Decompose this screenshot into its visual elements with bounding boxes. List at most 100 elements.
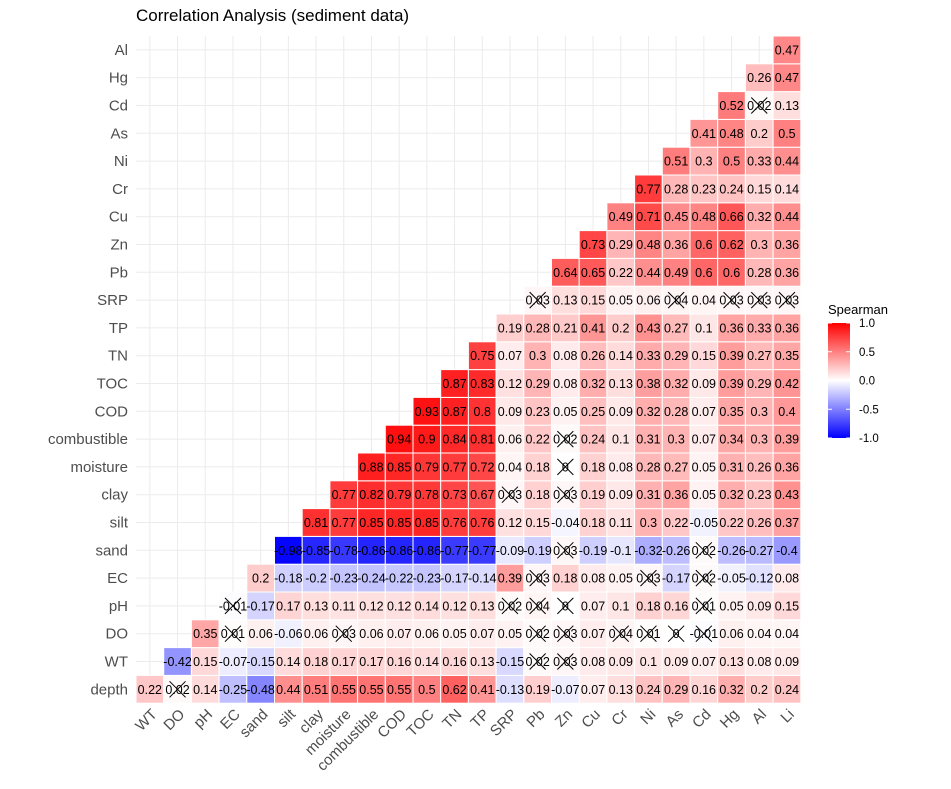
cell-value-label: 0.32 xyxy=(636,405,660,419)
cell-value-label: 0.26 xyxy=(747,71,771,85)
heatmap-cell xyxy=(661,341,691,371)
cell-value-label: 0.23 xyxy=(747,488,771,502)
x-tick-label: Zn xyxy=(552,706,576,730)
heatmap-cell xyxy=(523,369,552,398)
cell-value-label: 0.07 xyxy=(692,655,716,669)
heatmap-cell xyxy=(689,146,719,176)
cell-value-label: 0.5 xyxy=(418,683,435,697)
cell-value-label: 0.12 xyxy=(442,599,466,613)
cell-value-label: -0.19 xyxy=(579,544,608,558)
insignificant-cross-mark xyxy=(529,569,547,587)
cell-value-label: 0.77 xyxy=(636,182,660,196)
cell-value-label: 0.31 xyxy=(719,460,743,474)
heatmap-cell xyxy=(246,647,276,676)
cell-value-label: 0.71 xyxy=(636,210,660,224)
cell-value-label: 0.17 xyxy=(276,599,300,613)
cell-value-label: 0.32 xyxy=(719,488,743,502)
heatmap-cell xyxy=(772,257,802,287)
cell-value-label: 0.2 xyxy=(252,572,269,586)
cell-value-label: -0.06 xyxy=(274,627,303,641)
heatmap-cell xyxy=(190,619,220,649)
y-tick-label: silt xyxy=(110,515,129,532)
insignificant-cross-mark xyxy=(667,291,685,309)
heatmap-cell xyxy=(495,341,525,371)
cell-value-label: 0.36 xyxy=(775,266,799,280)
cell-value-label: 0.12 xyxy=(359,599,383,613)
insignificant-cross-mark xyxy=(695,597,713,615)
heatmap-cell xyxy=(606,341,636,371)
cell-value-label: 0.04 xyxy=(498,460,522,474)
cell-value-label: 0.31 xyxy=(636,433,660,447)
cell-value-label: 0.14 xyxy=(415,655,439,669)
cell-value-label: 0.77 xyxy=(332,516,356,530)
cell-value-label: 0.15 xyxy=(581,294,605,308)
heatmap-cell xyxy=(634,591,663,621)
insignificant-cross-mark xyxy=(335,625,353,643)
cell-value-label: 0.36 xyxy=(775,321,799,335)
heatmap-cell xyxy=(523,424,552,454)
y-tick-label: pH xyxy=(109,598,128,615)
insignificant-cross-mark xyxy=(778,291,796,309)
heatmap-cell xyxy=(717,341,746,371)
cell-value-label: 0.12 xyxy=(498,516,522,530)
cell-value-label: 0.51 xyxy=(664,155,688,169)
cell-value-label: 0.6 xyxy=(695,238,712,252)
cell-value-label: 0.34 xyxy=(719,433,743,447)
heatmap-cell xyxy=(689,174,719,204)
heatmap-cell xyxy=(661,396,691,426)
cell-value-label: -0.86 xyxy=(385,544,414,558)
heatmap-cell xyxy=(412,619,442,649)
cell-value-label: 0.64 xyxy=(553,266,577,280)
cell-value-label: -0.05 xyxy=(690,516,719,530)
cell-value-label: 0.66 xyxy=(719,210,743,224)
heatmap-cell xyxy=(661,508,691,537)
heatmap-cell xyxy=(551,257,580,287)
y-tick-label: TOC xyxy=(97,376,129,393)
heatmap-cell xyxy=(689,452,719,482)
cell-value-label: 0.79 xyxy=(415,460,439,474)
insignificant-cross-mark xyxy=(556,653,574,670)
cell-value-label: 0.44 xyxy=(636,266,660,280)
cell-value-label: 0.49 xyxy=(609,210,633,224)
heatmap-cell xyxy=(246,674,276,704)
heatmap-cell xyxy=(606,647,636,676)
heatmap-cell xyxy=(467,341,497,371)
heatmap-cell xyxy=(467,424,497,454)
insignificant-cross-mark xyxy=(556,430,574,448)
heatmap-cell xyxy=(274,647,303,676)
y-tick-label: COD xyxy=(95,403,129,420)
cell-value-label: 0.62 xyxy=(442,683,466,697)
heatmap-cell xyxy=(744,230,774,259)
heatmap-cell xyxy=(717,369,746,398)
cell-value-label: 0.3 xyxy=(751,433,768,447)
cell-value-label: -0.24 xyxy=(357,572,386,586)
cell-value-label: 0.24 xyxy=(775,683,799,697)
y-tick-label: Cr xyxy=(112,181,128,198)
cell-value-label: 0.94 xyxy=(387,433,411,447)
heatmap-cell xyxy=(440,647,469,676)
cell-value-label: 0.48 xyxy=(692,210,716,224)
cell-value-label: 0.36 xyxy=(719,321,743,335)
cell-value-label: 0.07 xyxy=(692,405,716,419)
heatmap-cell xyxy=(689,369,719,398)
cell-value-label: -0.98 xyxy=(274,544,303,558)
cell-value-label: 0.35 xyxy=(719,405,743,419)
cell-value-label: 0.18 xyxy=(304,655,328,669)
cell-value-label: -0.05 xyxy=(717,572,746,586)
cell-value-label: 0.18 xyxy=(525,460,549,474)
cell-value-label: 0.06 xyxy=(719,627,743,641)
cell-value-label: 0.28 xyxy=(747,266,771,280)
cell-value-label: 0.16 xyxy=(692,683,716,697)
heatmap-cell xyxy=(634,369,663,398)
cell-value-label: 0.79 xyxy=(387,488,411,502)
cell-value-label: 0.15 xyxy=(775,599,799,613)
cell-value-label: 0.85 xyxy=(387,460,411,474)
cell-value-label: 0.28 xyxy=(525,321,549,335)
cell-value-label: 0.07 xyxy=(470,627,494,641)
insignificant-cross-mark xyxy=(556,597,574,615)
heatmap-cell xyxy=(523,674,552,704)
heatmap-cell xyxy=(329,508,359,537)
cell-value-label: -0.86 xyxy=(357,544,386,558)
y-tick-label: Hg xyxy=(109,70,128,87)
